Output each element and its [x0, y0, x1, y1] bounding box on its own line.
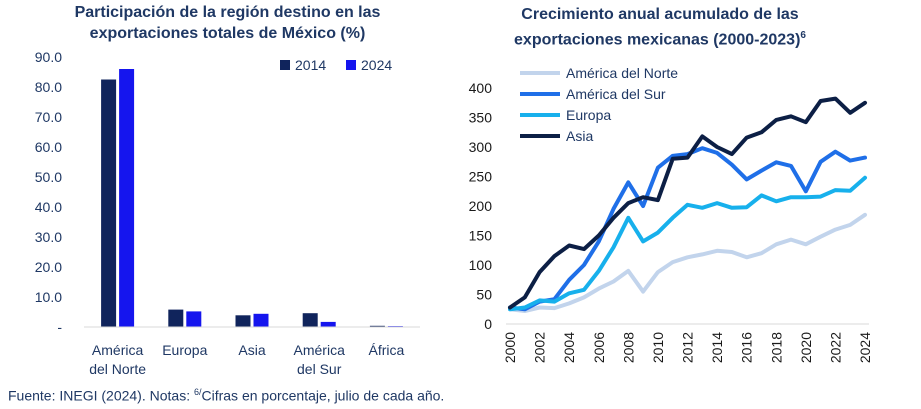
- bar-category-label: del Norte: [89, 361, 146, 377]
- line-chart-title-line2-wrap: exportaciones mexicanas (2000-2023)6: [450, 25, 870, 50]
- footnote-suffix: Cifras en porcentaje, julio de cada año.: [201, 387, 445, 404]
- bar-category-label: Europa: [162, 342, 207, 358]
- bar-category-label: América: [92, 342, 144, 358]
- line-x-tick-label: 2020: [798, 332, 814, 363]
- line-x-tick-label: 2000: [502, 332, 518, 363]
- bar-2024: [119, 69, 135, 327]
- line-chart-title-line2: exportaciones mexicanas (2000-2023): [514, 31, 801, 49]
- bar-2014: [235, 315, 251, 327]
- line-y-tick-label: 0: [484, 316, 492, 332]
- bar-y-tick-label: 40.0: [35, 199, 62, 215]
- line-y-tick-label: 350: [469, 110, 493, 126]
- legend-swatch-2014: [280, 60, 290, 70]
- line-x-tick-label: 2024: [857, 332, 873, 363]
- legend-label-1: América del Sur: [566, 86, 666, 102]
- bar-y-tick-label: 70.0: [35, 109, 62, 125]
- line-chart: 0 50 100 150 200 250 300 350 400 2000 2002 2004 2006…: [469, 65, 873, 363]
- bar-y-tick-label: 20.0: [35, 259, 62, 275]
- legend-label-3: Asia: [566, 128, 593, 144]
- footnote-sup: 6/: [193, 387, 202, 397]
- line-x-tick-label: 2016: [739, 332, 755, 363]
- source-footnote: Fuente: INEGI (2024). Notas: 6/Cifras en…: [8, 387, 444, 404]
- line-x-tick-label: 2010: [650, 332, 666, 363]
- line-chart-title-sup: 6: [800, 30, 806, 41]
- legend-label-0: América del Norte: [566, 65, 678, 81]
- bar-category-label: Asia: [238, 342, 265, 358]
- line-x-tick-label: 2008: [620, 332, 636, 363]
- legend-label-2024: 2024: [361, 57, 392, 73]
- line-x-tick-label: 2014: [709, 332, 725, 363]
- line-chart-panel: Crecimiento anual acumulado de las expor…: [440, 0, 921, 380]
- bar-y-tick-label: 90.0: [35, 49, 62, 65]
- line-y-tick-label: 400: [469, 80, 493, 96]
- bar-category-label: África: [369, 342, 405, 358]
- line-x-tick-label: 2012: [680, 332, 696, 363]
- series-line-1: [508, 146, 867, 312]
- line-x-tick-label: 2022: [827, 332, 843, 363]
- bar-chart-title: Participación de la región destino en la…: [40, 2, 415, 44]
- bar-2014: [101, 79, 117, 327]
- line-y-tick-label: 250: [469, 169, 493, 185]
- bar-y-tick-label: 50.0: [35, 169, 62, 185]
- series-line-3: [508, 96, 867, 310]
- series-line-0: [508, 212, 867, 313]
- bar-2014: [168, 309, 184, 327]
- series-line-2: [508, 175, 867, 312]
- line-chart-title-line1: Crecimiento anual acumulado de las: [521, 6, 799, 23]
- legend-swatch-2024: [346, 60, 356, 70]
- footnote-prefix: Fuente: INEGI (2024). Notas:: [8, 387, 194, 404]
- line-x-tick-label: 2006: [591, 332, 607, 363]
- bar-chart: - 10.0 20.0 30.0 40.0 50.0 60.0 70.0 80.0 90.0 Amé…: [35, 49, 420, 377]
- line-y-tick-label: 200: [469, 198, 493, 214]
- bar-y-tick-label: 10.0: [35, 289, 62, 305]
- bar-2014: [369, 325, 385, 327]
- bar-category-label: del Sur: [297, 361, 342, 377]
- line-x-tick-label: 2002: [532, 332, 548, 363]
- bar-2014: [302, 313, 318, 327]
- bar-2024: [320, 321, 336, 327]
- legend-label-2014: 2014: [295, 57, 326, 73]
- bar-y-tick-label: 60.0: [35, 139, 62, 155]
- line-x-tick-label: 2018: [768, 332, 784, 363]
- bar-y-tick-label: 80.0: [35, 79, 62, 95]
- bar-y-tick-label: -: [57, 319, 62, 335]
- line-y-tick-label: 100: [469, 257, 493, 273]
- line-chart-title: Crecimiento anual acumulado de las expor…: [450, 4, 870, 50]
- bar-chart-title-line1: Participación de la región destino en la…: [74, 4, 381, 21]
- bar-category-label: América: [294, 342, 346, 358]
- line-x-tick-label: 2004: [561, 332, 577, 363]
- bar-chart-title-line2: exportaciones totales de México (%): [89, 25, 366, 42]
- bar-2024: [253, 313, 269, 327]
- line-y-tick-label: 150: [469, 228, 493, 244]
- line-y-tick-label: 50: [476, 287, 492, 303]
- bar-y-tick-label: 30.0: [35, 229, 62, 245]
- line-y-tick-label: 300: [469, 139, 493, 155]
- legend-label-2: Europa: [566, 107, 611, 123]
- bar-chart-panel: Participación de la región destino en la…: [0, 0, 430, 380]
- bar-2024: [186, 311, 202, 327]
